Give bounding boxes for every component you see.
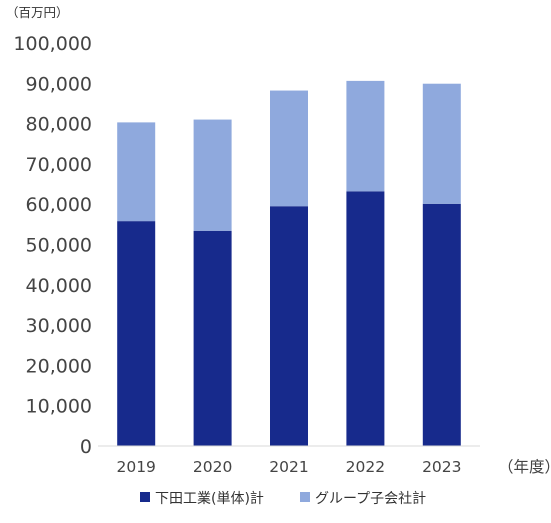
y-tick-label: 40,000 [26,275,92,297]
bar-segment-series-1-2021 [270,206,308,446]
x-tick-label: 2022 [346,458,385,476]
x-axis-tick-labels: 2019 2020 2021 2022 2023 [116,458,461,476]
x-tick-label: 2021 [269,458,308,476]
bar-segment-series-1-2022 [346,191,385,446]
y-tick-label: 0 [80,436,92,458]
legend-swatch-series-1 [140,492,150,502]
y-tick-label: 70,000 [26,154,92,176]
x-tick-label: 2019 [116,458,155,476]
y-tick-label: 20,000 [26,355,92,377]
y-tick-label: 30,000 [26,315,92,337]
bars [117,80,461,446]
x-axis-unit-label: （年度） [498,458,551,476]
legend-label-series-2: グループ子会社計 [315,491,426,507]
bar-segment-series-2-2023 [422,83,461,204]
y-tick-label: 60,000 [26,194,92,216]
y-tick-label: 90,000 [26,73,92,95]
bar-segment-series-1-2019 [117,221,156,446]
bar-segment-series-2-2021 [270,90,308,207]
y-tick-label: 80,000 [26,114,92,136]
bar-segment-series-2-2019 [117,122,156,222]
x-tick-label: 2020 [193,458,232,476]
y-tick-label: 10,000 [26,396,92,418]
y-axis-tick-labels: 0 10,000 20,000 30,000 40,000 50,000 60,000 70,… [13,33,92,458]
legend-swatch-series-2 [300,492,310,502]
bar-segment-series-1-2023 [422,203,461,446]
y-tick-label: 100,000 [13,33,92,55]
bar-segment-series-1-2020 [193,230,232,446]
legend: 下田工業(単体)計 グループ子会社計 [140,491,426,507]
bar-segment-series-2-2022 [346,80,385,192]
y-tick-label: 50,000 [26,235,92,257]
x-tick-label: 2023 [422,458,461,476]
y-axis-unit-label: （百万円） [6,5,69,20]
legend-label-series-1: 下田工業(単体)計 [155,491,264,507]
bar-segment-series-2-2020 [193,119,232,231]
